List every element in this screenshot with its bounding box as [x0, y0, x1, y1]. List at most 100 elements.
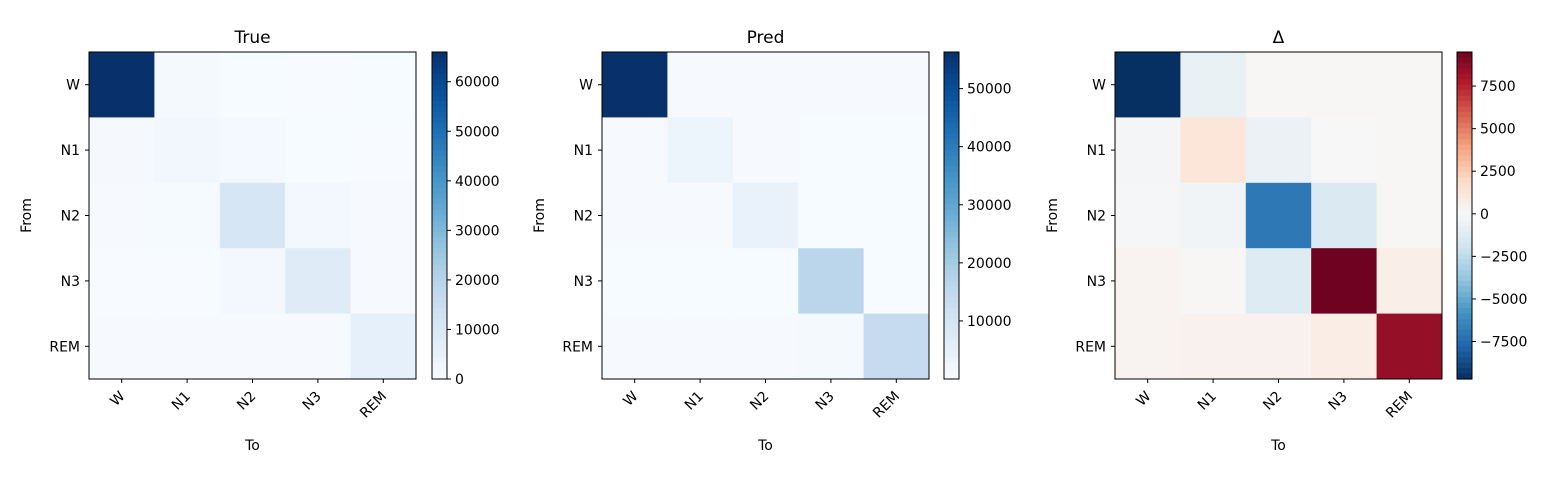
colorbar-segment — [432, 144, 447, 151]
heatmap-cell — [89, 52, 155, 118]
colorbar-segment — [944, 351, 959, 358]
colorbar-segment — [432, 302, 447, 309]
colorbar-frame — [943, 51, 960, 380]
colorbar-segment — [944, 237, 959, 244]
colorbar-segment — [432, 84, 447, 91]
colorbar-segment — [944, 79, 959, 86]
colorbar-segment — [432, 204, 447, 211]
colorbar-segment — [1457, 166, 1472, 173]
heatmap-cell — [1115, 52, 1181, 118]
colorbar-segment — [944, 210, 959, 217]
colorbar-segment — [1457, 373, 1472, 380]
heatmap-cell — [798, 182, 865, 249]
colorbar-segment — [432, 95, 447, 102]
heatmap-cell — [1245, 52, 1312, 118]
heatmap-cell — [798, 117, 865, 184]
colorbar-segment — [944, 155, 959, 162]
colorbar-segment — [432, 73, 447, 80]
heatmap-cell — [1180, 248, 1247, 315]
heatmap-cell — [350, 117, 417, 184]
y-tick-label: REM — [562, 339, 593, 355]
heatmap-cell — [863, 117, 930, 184]
heatmap-cell — [1245, 248, 1312, 315]
heatmap-cell — [732, 313, 799, 380]
colorbar-tick-label: 50000 — [967, 82, 1012, 98]
heatmap-cell — [732, 182, 799, 249]
chart-title: Pred — [747, 28, 785, 48]
colorbar-segment — [944, 308, 959, 315]
colorbar-segment — [944, 68, 959, 75]
x-tick-label: N1 — [1195, 389, 1220, 414]
heatmap-cell — [732, 117, 799, 184]
colorbar-segment — [944, 362, 959, 369]
colorbar-segment — [432, 319, 447, 326]
colorbar-segment — [432, 68, 447, 75]
heatmap-cell — [350, 313, 417, 380]
colorbar-segment — [432, 199, 447, 206]
colorbar-segment — [944, 128, 959, 135]
colorbar-segment — [432, 308, 447, 315]
colorbar-segment — [944, 248, 959, 255]
colorbar-segment — [432, 52, 447, 59]
colorbar-segment — [1457, 73, 1472, 80]
y-axis-label: From — [1045, 198, 1061, 233]
x-tick-label: REM — [357, 389, 390, 422]
heatmap-cell — [89, 313, 155, 380]
colorbar-segment — [944, 139, 959, 146]
y-tick-label: N3 — [574, 274, 593, 290]
colorbar-segment — [432, 117, 447, 124]
heatmap-cell — [285, 248, 352, 315]
colorbar-segment — [1457, 122, 1472, 129]
colorbar-segment — [944, 188, 959, 195]
colorbar-segment — [944, 144, 959, 151]
colorbar-segment — [1457, 68, 1472, 75]
colorbar-segment — [944, 73, 959, 80]
colorbar-segment — [432, 324, 447, 331]
heatmap-cell — [219, 117, 286, 184]
colorbar-segment — [432, 182, 447, 189]
heatmap-cell — [285, 182, 352, 249]
colorbar-segment — [432, 133, 447, 140]
colorbar-segment — [944, 177, 959, 184]
heatmap-cell — [1180, 52, 1247, 118]
colorbar-segment — [1457, 62, 1472, 69]
colorbar-segment — [944, 204, 959, 211]
colorbar-segment — [944, 215, 959, 222]
heatmap-cell — [667, 182, 734, 249]
colorbar-segment — [944, 111, 959, 118]
colorbar-segment — [432, 155, 447, 162]
colorbar-tick-label: 10000 — [455, 322, 500, 338]
colorbar-tick-label: −7500 — [1480, 335, 1527, 351]
colorbar-tick-label: 50000 — [455, 124, 500, 140]
colorbar-segment — [944, 122, 959, 129]
heatmap-cell — [1180, 182, 1247, 249]
colorbar-segment — [1457, 52, 1472, 59]
colorbar-segment — [432, 62, 447, 69]
heatmap-cell — [285, 52, 352, 118]
colorbar-segment — [944, 57, 959, 64]
colorbar-segment — [1457, 79, 1472, 86]
heatmap-cell — [798, 52, 865, 118]
x-axis-label: To — [244, 438, 260, 454]
colorbar-segment — [432, 291, 447, 298]
colorbar-tick-label: 20000 — [967, 256, 1012, 272]
colorbar-segment — [432, 373, 447, 380]
heatmap-cell — [219, 248, 286, 315]
heatmap-cell — [350, 248, 417, 315]
y-tick-label: N1 — [574, 143, 593, 159]
colorbar-segment — [432, 215, 447, 222]
heatmap-cell — [602, 313, 668, 380]
colorbar-segment — [1457, 270, 1472, 277]
colorbar-segment — [944, 264, 959, 271]
heatmap-cell — [667, 313, 734, 380]
colorbar-segment — [1457, 106, 1472, 113]
colorbar-segment — [432, 101, 447, 108]
heatmap-cell — [1115, 248, 1181, 315]
colorbar-segment — [432, 286, 447, 293]
heatmap-cell — [1376, 182, 1443, 249]
heatmap-cell — [154, 117, 221, 184]
colorbar-tick-label: 40000 — [455, 174, 500, 190]
heatmap-cell — [602, 182, 668, 249]
y-tick-label: N1 — [1087, 143, 1106, 159]
colorbar-segment — [1457, 84, 1472, 91]
